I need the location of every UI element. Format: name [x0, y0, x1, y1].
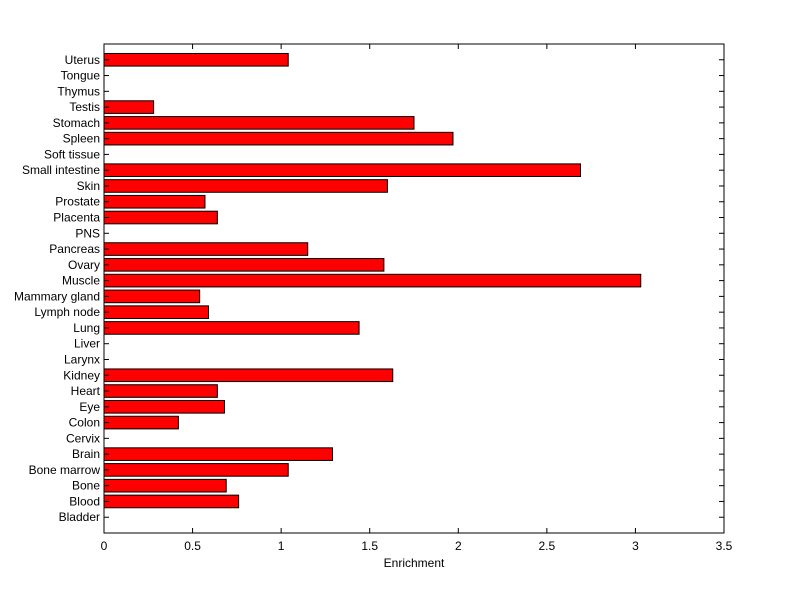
y-tick-label-testis: Testis	[69, 100, 100, 114]
bar-muscle	[103, 273, 642, 288]
bar-blood	[103, 494, 240, 509]
bar-pancreas	[103, 242, 309, 256]
y-tick-label-muscle: Muscle	[62, 274, 100, 288]
x-tick-label-1: 0.5	[184, 539, 201, 553]
y-tick-label-bladder: Bladder	[59, 510, 100, 524]
y-tick-label-bone: Bone	[72, 479, 100, 493]
y-tick-label-mammary-gland: Mammary gland	[14, 289, 100, 303]
y-tick-label-lung: Lung	[73, 321, 100, 335]
bars-group	[103, 52, 642, 509]
bar-prostate	[103, 194, 206, 209]
x-tick-label-0: 0	[101, 539, 108, 553]
y-tick-label-placenta: Placenta	[53, 211, 100, 225]
bar-spleen	[103, 131, 454, 146]
bar-testis	[103, 100, 155, 114]
x-tick-labels: 0 0.5 1 1.5 2 2.5 3 3.5	[101, 539, 733, 553]
bar-lymph-node	[103, 305, 210, 319]
x-tick-label-2: 1	[278, 539, 285, 553]
bar-placenta	[103, 210, 218, 225]
x-tick-label-6: 3	[632, 539, 639, 553]
y-tick-label-colon: Colon	[69, 416, 100, 430]
bar-kidney	[103, 368, 394, 383]
bar-stomach	[103, 116, 415, 130]
y-tick-label-stomach: Stomach	[53, 116, 100, 130]
y-tick-label-heart: Heart	[71, 384, 101, 398]
y-tick-label-bone-marrow: Bone marrow	[29, 463, 101, 477]
y-tick-label-prostate: Prostate	[55, 195, 100, 209]
y-tick-label-small-intestine: Small intestine	[22, 163, 100, 177]
y-tick-label-soft-tissue: Soft tissue	[44, 147, 100, 161]
bar-ovary	[103, 258, 385, 272]
bar-brain	[103, 447, 334, 461]
y-tick-label-blood: Blood	[69, 494, 100, 508]
y-tick-label-ovary: Ovary	[68, 258, 100, 272]
plot-frame	[103, 43, 725, 534]
bar-bone	[103, 478, 227, 493]
y-tick-label-lymph-node: Lymph node	[34, 305, 100, 319]
bar-mammary-gland	[103, 289, 201, 304]
y-tick-label-skin: Skin	[77, 179, 100, 193]
y-tick-label-spleen: Spleen	[63, 132, 100, 146]
y-tick-label-thymus: Thymus	[57, 84, 100, 98]
bar-small-intestine	[103, 163, 582, 178]
x-tick-label-3: 1.5	[361, 539, 378, 553]
bar-uterus	[103, 52, 289, 67]
y-tick-label-pancreas: Pancreas	[49, 242, 100, 256]
x-tick-label-4: 2	[455, 539, 462, 553]
bar-lung	[103, 321, 360, 335]
y-tick-label-tongue: Tongue	[61, 69, 101, 83]
y-tick-label-uterus: Uterus	[65, 53, 100, 67]
y-tick-label-cervix: Cervix	[66, 431, 100, 445]
y-tick-label-brain: Brain	[72, 447, 100, 461]
bar-bone-marrow	[103, 463, 289, 477]
bar-skin	[103, 179, 388, 193]
x-axis-title: Enrichment	[384, 556, 445, 570]
bar-colon	[103, 415, 179, 430]
y-tick-label-kidney: Kidney	[63, 368, 100, 382]
bar-heart	[103, 384, 218, 398]
y-tick-label-larynx: Larynx	[64, 352, 100, 366]
x-tick-label-7: 3.5	[716, 539, 733, 553]
y-tick-label-eye: Eye	[79, 400, 100, 414]
bar-eye	[103, 399, 225, 414]
ticks-group	[103, 44, 725, 533]
y-tick-label-pns: PNS	[75, 226, 100, 240]
y-tick-label-liver: Liver	[74, 337, 100, 351]
x-tick-label-5: 2.5	[539, 539, 556, 553]
